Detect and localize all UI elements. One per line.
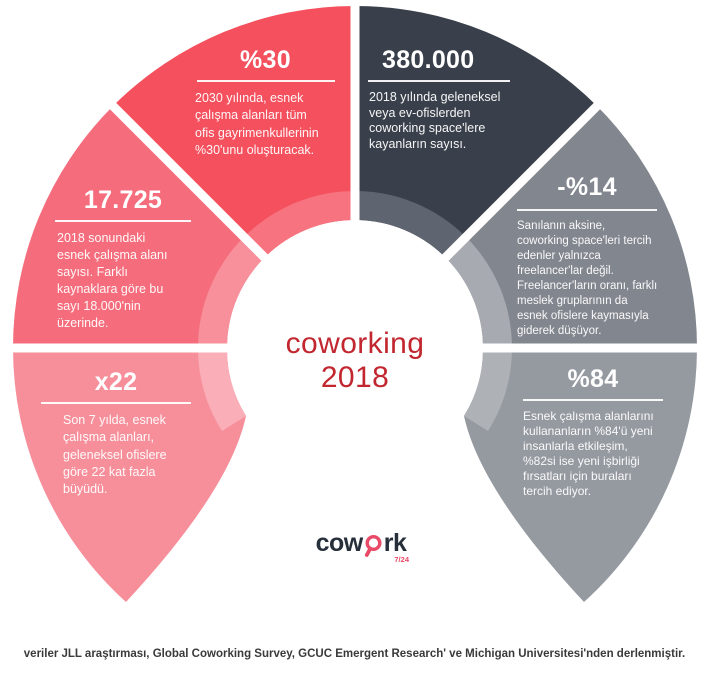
magnifier-icon bbox=[364, 534, 382, 557]
segment-pct30-shape bbox=[113, 5, 355, 258]
title-line-2: 2018 bbox=[320, 361, 390, 395]
segment-n380-shape bbox=[355, 5, 597, 258]
segment-body: Son 7 yılda, esnek çalışma alanları, gel… bbox=[63, 413, 167, 496]
segment-x22-shape bbox=[13, 348, 246, 602]
headline-underline bbox=[523, 399, 663, 401]
segment-gap-lines bbox=[0, 0, 709, 348]
segment-n380-text: 380.000 2018 yılında geleneksel veya ev-… bbox=[368, 46, 518, 152]
segment-n380-inner-band bbox=[355, 191, 466, 258]
headline-underline bbox=[368, 80, 510, 82]
source-attribution: veriler JLL araştırması, Global Coworkin… bbox=[23, 648, 686, 660]
segment-body: Esnek çalışma alanlarını kullananların %… bbox=[523, 409, 654, 498]
gap-line-upper-right bbox=[434, 93, 610, 269]
segment-x22-text: x22 Son 7 yılda, esnek çalışma alanları,… bbox=[40, 368, 192, 498]
segment-body: 2018 sonundaki esnek çalışma alanı sayıs… bbox=[57, 231, 168, 330]
segment-headline: -%14 bbox=[557, 173, 617, 201]
segment-x22-inner-band bbox=[198, 348, 246, 431]
segment-body: 2018 yılında geleneksel veya ev-ofislerd… bbox=[369, 90, 501, 151]
segment-pct14-shape bbox=[445, 106, 698, 348]
title-line-1: coworking bbox=[285, 327, 425, 360]
segment-body: Sanılanın aksine, coworking space'leri t… bbox=[517, 220, 658, 337]
logo-text-start: cow bbox=[315, 528, 364, 557]
segment-pct30-text: %30 2030 yılında, esnek çalışma alanları… bbox=[193, 46, 338, 159]
segment-headline: 17.725 bbox=[83, 186, 163, 214]
segment-n17725-text: 17.725 2018 sonundaki esnek çalışma alan… bbox=[48, 186, 198, 332]
segment-headline: %30 bbox=[240, 46, 291, 74]
logo-badge: 7/24 bbox=[394, 555, 409, 564]
logo-text-end: rk bbox=[383, 528, 407, 557]
chart-title: coworking 2018 bbox=[255, 327, 455, 395]
segment-headline: %84 bbox=[567, 365, 619, 393]
segment-pct30-inner-band bbox=[244, 191, 355, 258]
headline-underline bbox=[196, 80, 335, 82]
segment-pct14-text: -%14 Sanılanın aksine, coworking space'l… bbox=[512, 173, 662, 339]
segment-n17725-shape bbox=[12, 106, 265, 348]
segment-body: 2030 yılında, esnek çalışma alanları tüm… bbox=[195, 91, 319, 157]
headline-underline bbox=[41, 402, 191, 404]
segment-pct84-text: %84 Esnek çalışma alanlarını kullananlar… bbox=[518, 365, 668, 499]
brand-logo: cow rk 7/24 bbox=[305, 526, 417, 565]
gap-line-upper-left bbox=[100, 93, 276, 269]
segment-pct84-shape bbox=[464, 348, 697, 602]
segment-headline: 380.000 bbox=[382, 46, 475, 74]
headline-underline bbox=[517, 209, 657, 211]
segment-headline: x22 bbox=[94, 368, 138, 396]
segment-pct14-inner-band bbox=[445, 237, 512, 348]
segment-pct84-inner-band bbox=[464, 348, 512, 431]
segment-n17725-inner-band bbox=[198, 237, 265, 348]
headline-underline bbox=[55, 220, 191, 222]
